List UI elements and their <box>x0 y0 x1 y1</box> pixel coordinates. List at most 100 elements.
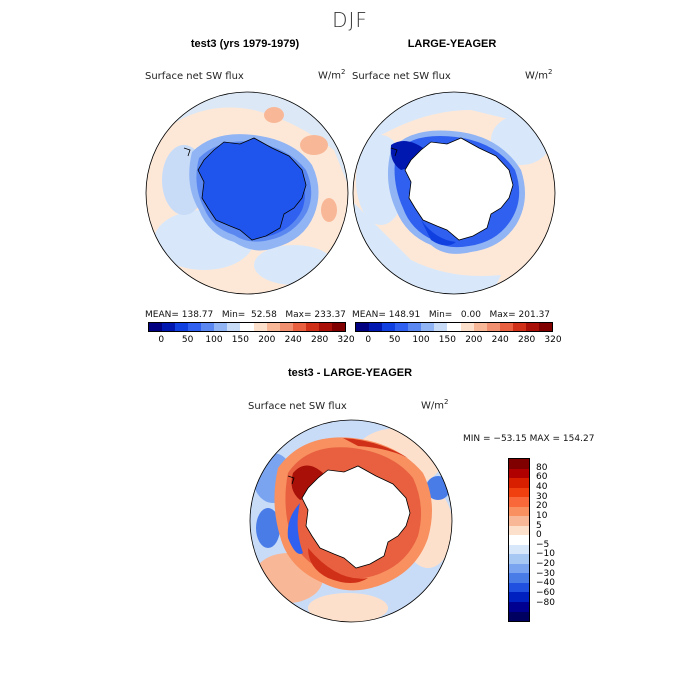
colorbar-swatch <box>331 323 345 331</box>
colorbar-swatch <box>408 323 422 331</box>
colorbar-swatch <box>175 323 189 331</box>
colorbar-large-yeager <box>355 322 553 332</box>
colorbar-swatch <box>214 323 228 331</box>
colorbar-swatch <box>509 525 529 536</box>
colorbar-tick-label: 10 <box>536 510 548 521</box>
colorbar-tick-label: 40 <box>536 481 548 492</box>
panel-title-test3: test3 (yrs 1979-1979) <box>190 38 300 50</box>
colorbar-tick-label: 280 <box>518 335 536 345</box>
polar-map-large-yeager <box>352 91 556 295</box>
colorbar-swatch <box>434 323 448 331</box>
units-label-diff: W/m2 <box>421 398 449 412</box>
colorbar-swatch <box>395 323 409 331</box>
colorbar-swatch <box>509 497 529 507</box>
colorbar-swatch <box>509 582 529 593</box>
colorbar-tick-label: 150 <box>231 335 249 345</box>
colorbar-swatch <box>509 573 529 583</box>
colorbar-swatch <box>240 323 254 331</box>
colorbar-swatch <box>149 323 163 331</box>
colorbar-ticks-test3: 0 50 100 150 200 240 280 320 <box>148 335 354 347</box>
colorbar-tick-label: −80 <box>536 597 555 608</box>
variable-label-right: Surface net SW flux <box>352 71 451 82</box>
colorbar-swatch <box>460 323 474 331</box>
colorbar-tick-label: 60 <box>536 472 548 483</box>
colorbar-tick-label: −60 <box>536 588 555 599</box>
stats-test3: MEAN= 138.77 Min= 52.58 Max= 233.37 <box>145 310 346 320</box>
colorbar-swatch <box>509 592 529 602</box>
colorbar-swatch <box>509 544 529 555</box>
colorbar-swatch <box>509 601 529 612</box>
colorbar-swatch <box>509 554 529 564</box>
colorbar-swatch <box>509 506 529 517</box>
colorbar-tick-label: 280 <box>311 335 329 345</box>
colorbar-tick-label: 20 <box>536 501 548 512</box>
colorbar-swatch <box>305 323 319 331</box>
colorbar-tick-label: 0 <box>536 530 542 541</box>
colorbar-difference <box>508 458 530 622</box>
colorbar-swatch <box>318 323 332 331</box>
colorbar-swatch <box>188 323 202 331</box>
panel-title-difference: test3 - LARGE-YEAGER <box>287 367 413 379</box>
colorbar-swatch <box>509 516 529 526</box>
colorbar-swatch <box>509 478 529 488</box>
colorbar-swatch <box>525 323 539 331</box>
colorbar-test3 <box>148 322 346 332</box>
colorbar-tick-label: 0 <box>365 335 372 345</box>
colorbar-tick-label: 150 <box>438 335 456 345</box>
colorbar-tick-label: 320 <box>544 335 562 345</box>
colorbar-swatch <box>512 323 526 331</box>
colorbar-tick-label: 200 <box>465 335 483 345</box>
colorbar-swatch <box>499 323 513 331</box>
colorbar-swatch <box>227 323 241 331</box>
colorbar-swatch <box>382 323 396 331</box>
colorbar-swatch <box>509 611 529 622</box>
colorbar-tick-label: −5 <box>536 539 550 550</box>
units-label-right: W/m2 <box>525 68 553 82</box>
colorbar-tick-label: −30 <box>536 568 555 579</box>
stats-difference: MIN = −53.15 MAX = 154.27 <box>463 434 595 444</box>
colorbar-swatch <box>369 323 383 331</box>
colorbar-swatch <box>538 323 552 331</box>
polar-map-test3 <box>145 91 349 295</box>
colorbar-tick-label: −40 <box>536 578 555 589</box>
variable-label-diff: Surface net SW flux <box>248 401 347 412</box>
colorbar-tick-label: 240 <box>284 335 302 345</box>
colorbar-swatch <box>279 323 293 331</box>
variable-label-left: Surface net SW flux <box>145 71 244 82</box>
colorbar-swatch <box>509 487 529 498</box>
colorbar-swatch <box>421 323 435 331</box>
colorbar-swatch <box>356 323 370 331</box>
colorbar-tick-label: 320 <box>337 335 355 345</box>
colorbar-swatch <box>447 323 461 331</box>
colorbar-swatch <box>509 468 529 479</box>
colorbar-ticks-difference: 80 60 40 30 20 10 5 0 −5 −10 −20 −30 −40 −60 −80 <box>536 458 576 622</box>
colorbar-tick-label: 50 <box>388 335 401 345</box>
stats-large-yeager: MEAN= 148.91 Min= 0.00 Max= 201.37 <box>352 310 551 320</box>
colorbar-tick-label: 0 <box>158 335 165 345</box>
colorbar-swatch <box>509 535 529 545</box>
colorbar-swatch <box>292 323 306 331</box>
colorbar-ticks-large-yeager: 0 50 100 150 200 240 280 320 <box>355 335 561 347</box>
units-label-left: W/m2 <box>318 68 346 82</box>
colorbar-tick-label: −10 <box>536 549 555 560</box>
colorbar-tick-label: −20 <box>536 559 555 570</box>
colorbar-tick-label: 240 <box>491 335 509 345</box>
colorbar-tick-label: 100 <box>205 335 223 345</box>
polar-map-difference <box>249 419 453 623</box>
colorbar-swatch <box>162 323 176 331</box>
colorbar-tick-label: 200 <box>258 335 276 345</box>
panel-title-large-yeager: LARGE-YEAGER <box>407 38 497 50</box>
figure-title: DJF <box>332 8 368 32</box>
colorbar-swatch <box>253 323 267 331</box>
colorbar-swatch <box>509 459 529 469</box>
colorbar-swatch <box>486 323 500 331</box>
colorbar-swatch <box>201 323 215 331</box>
colorbar-tick-label: 100 <box>412 335 430 345</box>
colorbar-swatch <box>266 323 280 331</box>
colorbar-tick-label: 5 <box>536 520 542 531</box>
colorbar-swatch <box>509 563 529 574</box>
colorbar-tick-label: 30 <box>536 491 548 502</box>
colorbar-tick-label: 50 <box>181 335 194 345</box>
colorbar-swatch <box>473 323 487 331</box>
colorbar-tick-label: 80 <box>536 462 548 473</box>
